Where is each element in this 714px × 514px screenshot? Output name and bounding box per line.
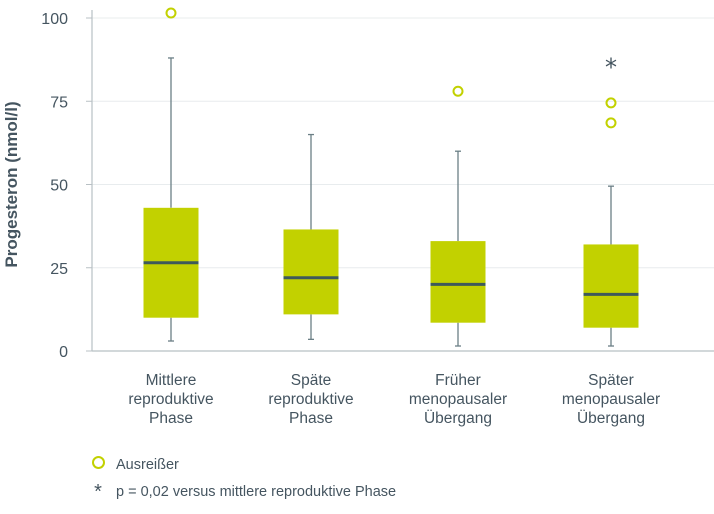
category-label: Mittlere reproduktive Phase [128,372,213,427]
category-label: Späte reproduktive Phase [268,372,353,427]
outlier-legend-icon [92,456,105,473]
category-label-line: reproduktive [268,391,353,408]
category-label-line: Späte [291,372,332,389]
y-axis-label: Progesteron (nmol/l) [2,101,21,267]
legend-significance-label: p = 0,02 versus mittlere reproduktive Ph… [116,484,397,500]
y-tick-label: 100 [41,11,68,28]
category-label: Früher menopausaler Übergang [409,372,507,427]
category-label-line: menopausaler [409,391,507,408]
category-label-line: reproduktive [128,391,213,408]
category-label-line: Phase [289,410,333,427]
category-label-line: Mittlere [146,372,197,389]
category-label-line: Übergang [424,409,492,427]
labels: 0 25 50 75 100 Progesteron (nmol/l) Mittlere re… [2,11,660,427]
y-tick-label: 75 [50,94,68,111]
iqr-box [583,244,639,328]
y-tick-label: 50 [50,178,68,195]
outlier-point [605,97,617,109]
iqr-box [430,241,486,323]
outlier-point [452,85,464,97]
y-tick-label: 25 [50,261,68,278]
legend-outlier: Ausreißer [92,456,179,473]
y-tick-label: 0 [59,344,68,361]
category-label: Später menopausaler Übergang [562,372,660,427]
outlier-point [605,117,617,129]
category-label-line: Phase [149,410,193,427]
outlier-point [165,7,177,19]
legend-outlier-label: Ausreißer [116,456,179,473]
axes [86,10,714,352]
significance-asterisk: * [605,54,617,82]
category-label-line: menopausaler [562,391,660,408]
boxes: * [143,7,639,347]
category-label-line: Später [588,372,634,389]
asterisk-icon: * [94,481,102,503]
category-label-line: Übergang [577,409,645,427]
iqr-box [283,229,339,315]
category-label-line: Früher [435,372,481,389]
legend-significance: * p = 0,02 versus mittlere reproduktive … [92,481,397,503]
